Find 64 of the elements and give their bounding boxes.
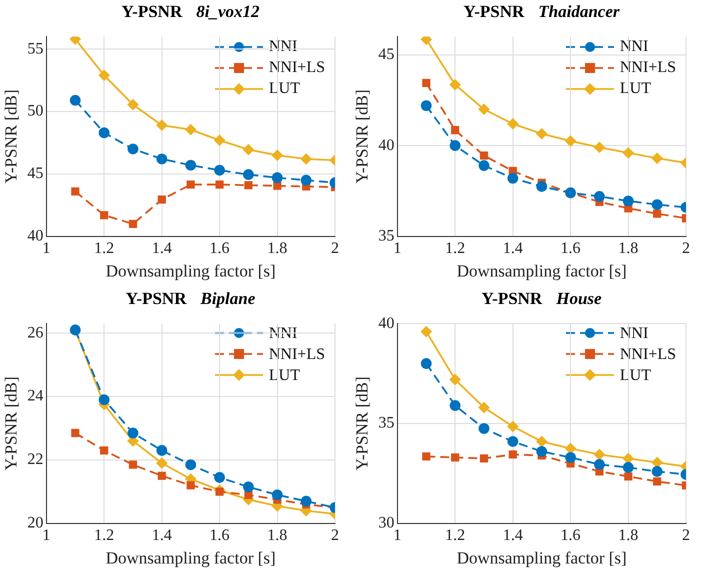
x-tick-label: 1.6 bbox=[210, 526, 230, 544]
x-tick-label: 1.6 bbox=[210, 240, 230, 258]
x-tick-label: 1 bbox=[42, 526, 50, 544]
chart-title: Y-PSNR bbox=[481, 288, 542, 308]
y-tick-label: 45 bbox=[378, 46, 394, 63]
x-axis-title: Downsampling factor [s] bbox=[106, 548, 276, 567]
chart-title: Y-PSNR bbox=[463, 2, 524, 21]
x-tick-label: 1.6 bbox=[560, 526, 581, 544]
x-axis-title: Downsampling factor [s] bbox=[456, 261, 627, 280]
legend-label: LUT bbox=[620, 366, 651, 386]
y-axis-title: Y-PSNR [dB] bbox=[2, 376, 21, 470]
x-tick-label: 1.4 bbox=[502, 526, 523, 544]
x-tick-label: 1.8 bbox=[267, 240, 288, 258]
x-tick-label: 1.4 bbox=[502, 240, 523, 258]
y-tick-label: 40 bbox=[378, 136, 394, 154]
legend-label: LUT bbox=[268, 366, 300, 386]
x-tick-label: 1.6 bbox=[560, 240, 581, 258]
x-axis-title: Downsampling factor [s] bbox=[106, 261, 276, 280]
legend-label: NNI+LS bbox=[620, 344, 676, 364]
chart-title: Y-PSNR bbox=[126, 288, 186, 308]
x-tick-label: 1.4 bbox=[152, 240, 172, 258]
y-axis-title: Y-PSNR [dB] bbox=[2, 90, 21, 184]
x-tick-label: 2 bbox=[682, 526, 690, 544]
x-tick-label: 1.4 bbox=[152, 526, 172, 544]
x-tick-label: 2 bbox=[331, 526, 339, 544]
x-tick-label: 1.8 bbox=[618, 240, 638, 258]
x-tick-label: 1.8 bbox=[618, 526, 638, 544]
legend-label: NNI+LS bbox=[268, 58, 325, 78]
x-tick-label: 1 bbox=[393, 240, 402, 258]
x-tick-label: 1.2 bbox=[445, 240, 466, 258]
x-axis-title: Downsampling factor [s] bbox=[456, 548, 627, 567]
x-tick-label: 1.2 bbox=[94, 240, 114, 258]
legend-label: NNI bbox=[620, 37, 648, 57]
y-tick-label: 55 bbox=[27, 40, 44, 58]
y-tick-label: 45 bbox=[27, 165, 44, 182]
y-tick-label: 24 bbox=[27, 387, 44, 404]
y-tick-label: 40 bbox=[27, 228, 44, 245]
x-tick-label: 2 bbox=[682, 240, 690, 258]
y-axis-title: Y-PSNR [dB] bbox=[352, 90, 372, 184]
y-tick-label: 22 bbox=[27, 450, 44, 468]
y-tick-label: 35 bbox=[378, 414, 394, 432]
legend-label: LUT bbox=[620, 79, 651, 99]
chart-subtitle: Biplane bbox=[200, 288, 256, 308]
y-tick-label: 50 bbox=[27, 102, 44, 120]
chart-subtitle: 8i_vox12 bbox=[196, 2, 260, 21]
legend-label: NNI+LS bbox=[620, 58, 676, 78]
legend-label: NNI bbox=[620, 324, 648, 344]
chart-subtitle: Thaidancer bbox=[538, 2, 620, 21]
x-tick-label: 1.2 bbox=[94, 526, 114, 544]
chart-title: Y-PSNR bbox=[121, 2, 182, 21]
y-tick-label: 20 bbox=[27, 514, 44, 532]
legend-label: NNI+LS bbox=[268, 344, 325, 364]
y-tick-label: 26 bbox=[27, 324, 44, 341]
y-tick-label: 40 bbox=[378, 314, 394, 332]
x-tick-label: 1 bbox=[42, 240, 50, 258]
y-tick-label: 30 bbox=[378, 514, 394, 532]
y-axis-title: Y-PSNR [dB] bbox=[352, 376, 372, 470]
chart-subtitle: House bbox=[556, 288, 602, 308]
x-tick-label: 1.8 bbox=[267, 526, 288, 544]
y-tick-label: 35 bbox=[378, 228, 394, 245]
x-tick-label: 2 bbox=[331, 240, 339, 258]
x-tick-label: 1 bbox=[393, 526, 402, 544]
x-tick-label: 1.2 bbox=[445, 526, 466, 544]
legend-label: LUT bbox=[268, 79, 300, 99]
